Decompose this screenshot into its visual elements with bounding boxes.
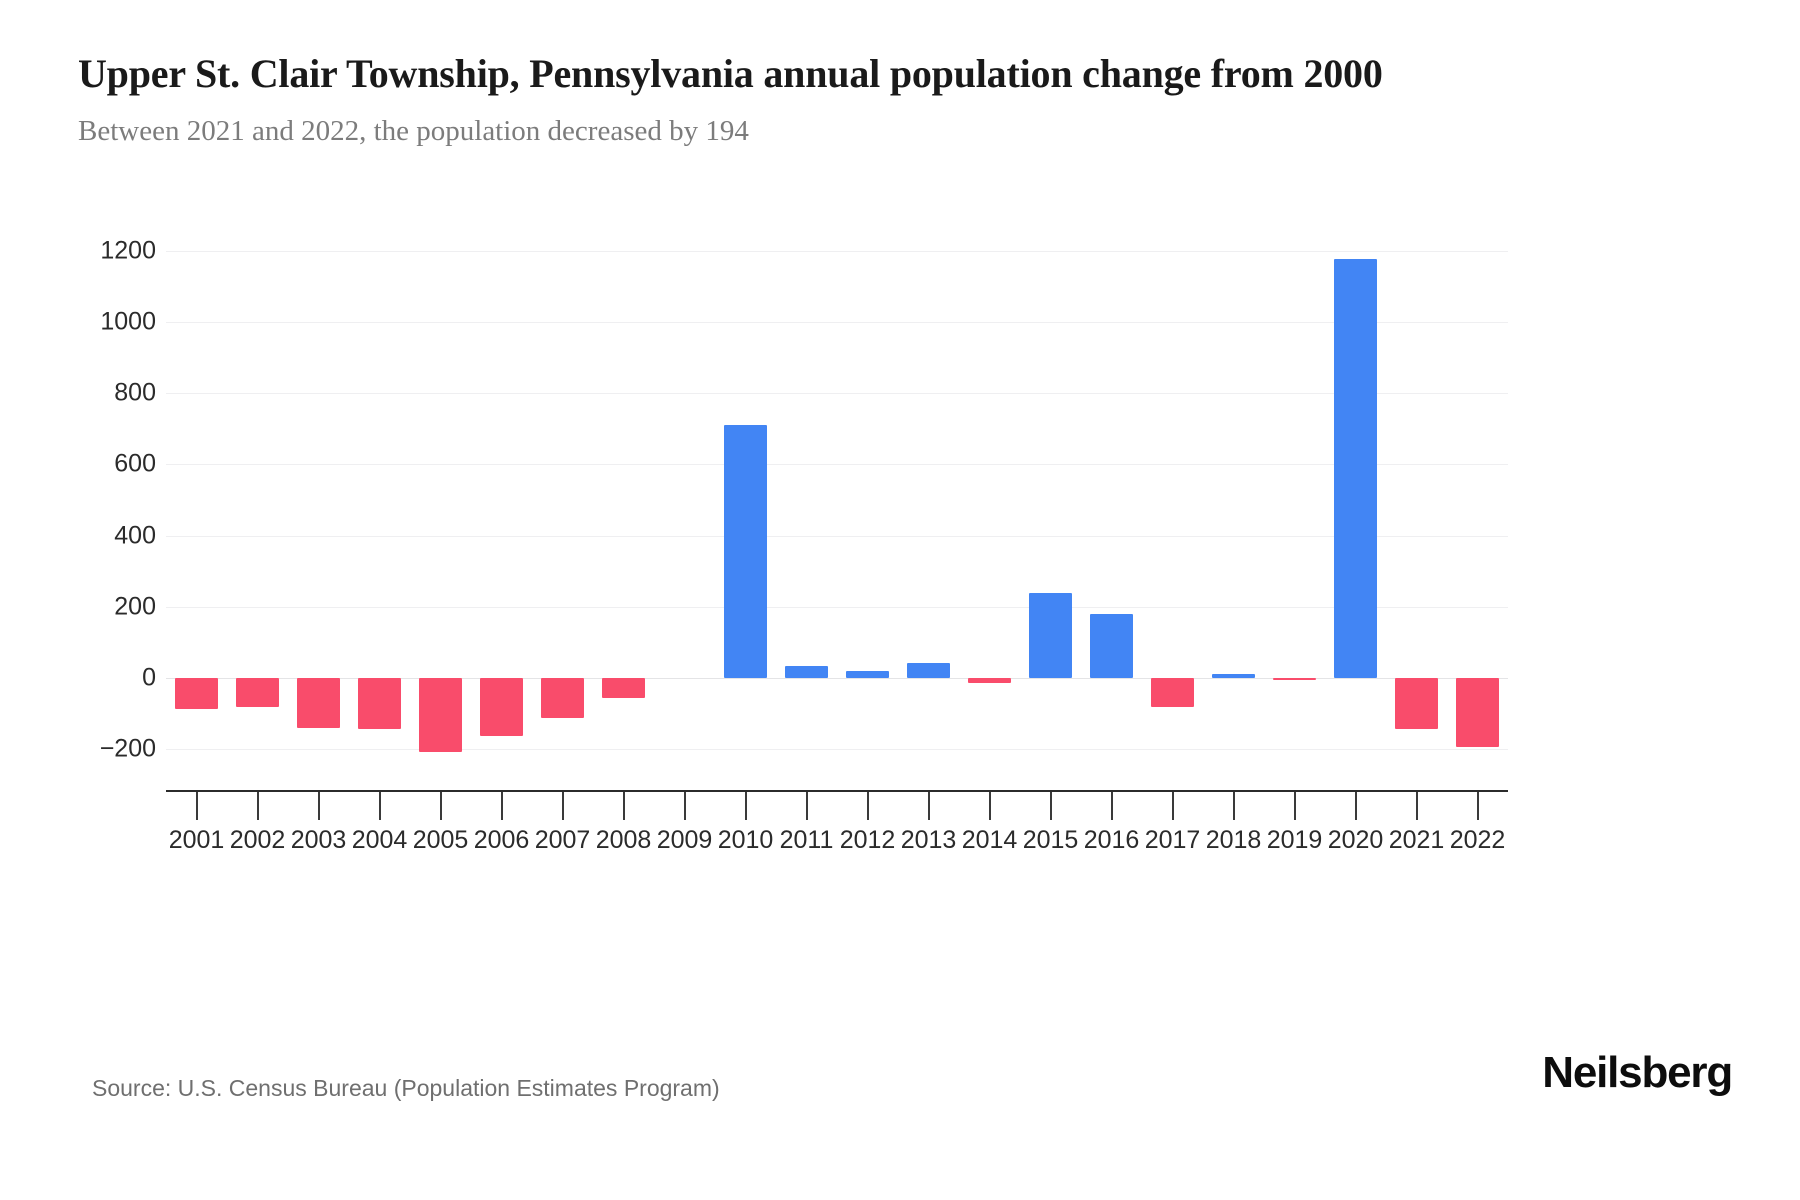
x-axis-tick-label: 2004	[351, 826, 408, 854]
x-axis-tick-label: 2007	[534, 826, 591, 854]
brand-logo: Neilsberg	[1542, 1048, 1733, 1097]
y-axis: 1200 1000 800 600 400 200 0 −200	[78, 230, 156, 770]
bar[interactable]	[967, 677, 1012, 684]
x-axis: 2001 2002 2003 2004 2005 2006 2007 2008 2009 2010…	[166, 792, 1508, 854]
bar[interactable]	[601, 677, 646, 698]
x-axis-tick-label: 2011	[779, 826, 834, 854]
x-axis-tickmark	[500, 792, 503, 820]
gridline	[166, 606, 1508, 608]
gridlines	[166, 230, 1508, 770]
x-axis-tick-label: 2001	[168, 826, 225, 854]
x-axis-tick-label: 2015	[1022, 826, 1079, 854]
x-axis-tickmark	[317, 792, 320, 820]
bar[interactable]	[1211, 673, 1256, 678]
source-note: Source: U.S. Census Bureau (Population E…	[92, 1075, 720, 1101]
zero-line	[166, 677, 1508, 679]
x-axis-tick-label: 2009	[656, 826, 713, 854]
x-axis-tickmark	[805, 792, 808, 820]
y-axis-tick-label: 200	[114, 592, 156, 621]
x-axis-tickmark	[988, 792, 991, 820]
x-axis-tickmark	[927, 792, 930, 820]
x-axis-tick-label: 2017	[1144, 826, 1201, 854]
x-axis-tick-label: 2022	[1449, 826, 1506, 854]
x-axis-tickmark	[439, 792, 442, 820]
bar[interactable]	[845, 671, 890, 678]
x-axis-tickmark	[1232, 792, 1235, 820]
bar[interactable]	[1028, 593, 1073, 678]
x-axis-tick-label: 2012	[839, 826, 896, 854]
y-axis-tick-label: 0	[142, 663, 156, 692]
bar[interactable]	[1150, 677, 1195, 708]
x-axis-tickmark	[1110, 792, 1113, 820]
gridline	[166, 251, 1508, 253]
x-axis-tick-label: 2021	[1388, 826, 1445, 854]
bar[interactable]	[357, 677, 402, 730]
x-axis-tick-label: 2006	[473, 826, 530, 854]
bar[interactable]	[479, 677, 524, 736]
gridline	[166, 748, 1508, 750]
y-axis-tick-label: 800	[114, 378, 156, 407]
chart-plot-area: 1200 1000 800 600 400 200 0 −200 2001 2002 2003 20…	[78, 230, 1508, 860]
x-axis-tickmark	[378, 792, 381, 820]
bar[interactable]	[1333, 259, 1378, 678]
x-axis-tick-label: 2003	[290, 826, 347, 854]
gridline	[166, 535, 1508, 537]
x-axis-tickmark	[683, 792, 686, 820]
bar[interactable]	[1089, 613, 1134, 678]
x-axis-tick-label: 2018	[1205, 826, 1262, 854]
y-axis-tick-label: 600	[114, 449, 156, 478]
x-axis-tick-label: 2014	[961, 826, 1018, 854]
bar[interactable]	[296, 677, 341, 728]
x-axis-tick-label: 2010	[717, 826, 774, 854]
x-axis-tickmark	[866, 792, 869, 820]
y-axis-tick-label: −200	[99, 734, 156, 763]
x-axis-tick-label: 2008	[595, 826, 652, 854]
x-axis-tickmark	[622, 792, 625, 820]
page-title: Upper St. Clair Township, Pennsylvania a…	[78, 51, 1383, 96]
x-axis-tickmark	[1293, 792, 1296, 820]
gridline	[166, 322, 1508, 324]
bar[interactable]	[1272, 677, 1317, 680]
bar[interactable]	[1455, 677, 1500, 747]
x-axis-tick-label: 2002	[229, 826, 286, 854]
bar[interactable]	[906, 662, 951, 678]
chart-header: Upper St. Clair Township, Pennsylvania a…	[78, 51, 1800, 148]
x-axis-tickmark	[1354, 792, 1357, 820]
x-axis-tickmark	[256, 792, 259, 820]
y-axis-tick-label: 1000	[100, 307, 156, 336]
x-axis-tick-label: 2020	[1327, 826, 1384, 854]
x-axis-tickmark	[561, 792, 564, 820]
bar[interactable]	[174, 677, 219, 709]
gridline	[166, 393, 1508, 395]
x-axis-tick-label: 2005	[412, 826, 469, 854]
bar[interactable]	[1394, 677, 1439, 730]
x-axis-tickmark	[195, 792, 198, 820]
chart-subtitle: Between 2021 and 2022, the population de…	[78, 114, 749, 147]
y-axis-tick-label: 400	[114, 521, 156, 550]
y-axis-tick-label: 1200	[100, 236, 156, 265]
x-axis-tick-label: 2019	[1266, 826, 1323, 854]
x-axis-tick-label: 2013	[900, 826, 957, 854]
x-axis-tickmark	[744, 792, 747, 820]
x-axis-tickmark	[1171, 792, 1174, 820]
gridline	[166, 464, 1508, 466]
x-axis-tickmark	[1476, 792, 1479, 820]
x-axis-tick-label: 2016	[1083, 826, 1140, 854]
bar[interactable]	[540, 677, 585, 718]
x-axis-tickmark	[1415, 792, 1418, 820]
bar[interactable]	[418, 677, 463, 752]
bar[interactable]	[723, 425, 768, 678]
bar[interactable]	[235, 677, 280, 707]
x-axis-tickmark	[1049, 792, 1052, 820]
bar[interactable]	[784, 665, 829, 678]
bar-series	[166, 230, 1508, 770]
x-axis-line	[166, 790, 1508, 792]
